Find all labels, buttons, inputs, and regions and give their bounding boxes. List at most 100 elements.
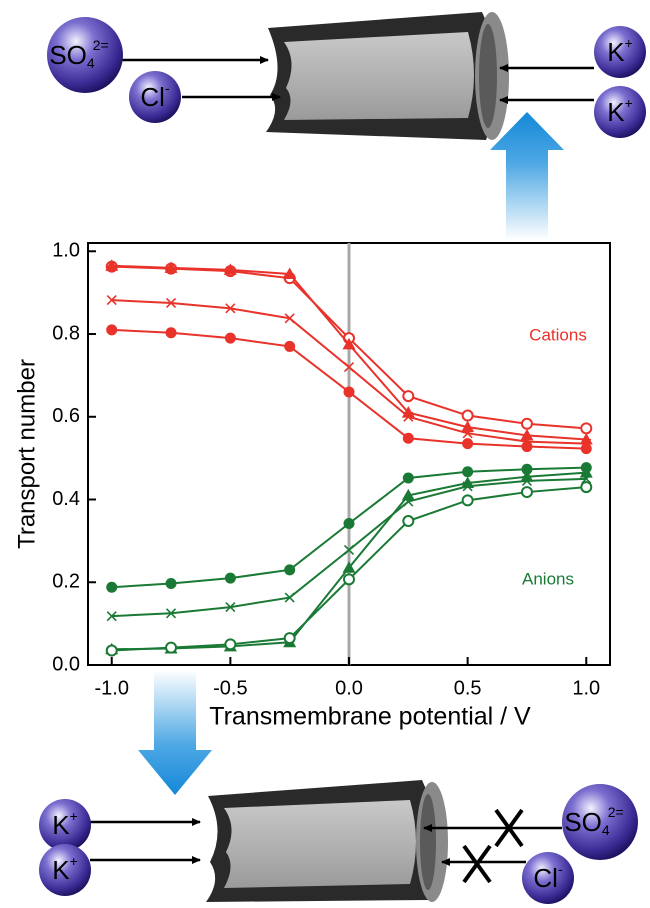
marker [461,476,475,488]
marker [283,267,297,280]
marker [165,297,177,309]
ion-sphere [39,799,91,851]
x-tick-label: -1.0 [94,677,128,699]
ion-sup: + [625,95,633,111]
ion-base: Cl [140,82,165,112]
marker [106,611,117,622]
marker [402,515,415,528]
ion-label: Cl- [533,861,563,893]
ion-label: K+ [607,35,633,67]
marker [165,608,177,619]
ion-label: SO4 2= [49,37,108,71]
y-tick-label: 0.4 [52,488,80,510]
ion-sub: 4 [602,822,610,838]
ion-sup: + [625,35,633,51]
marker [402,432,414,444]
marker [284,592,295,603]
ion-base: SO [564,807,602,837]
marker [579,433,593,445]
marker [165,327,177,339]
marker [580,422,593,435]
ion-sphere [594,86,646,138]
marker [342,337,356,350]
marker [106,324,118,336]
marker [462,438,474,450]
y-tick-label: 0.0 [52,653,80,675]
block-marks [462,808,524,884]
marker [165,577,177,589]
marker [284,313,295,324]
marker [520,417,533,430]
marker [401,488,415,501]
y-tick-label: 0.8 [52,322,80,344]
ion-label: K+ [52,853,78,885]
annotation: Cations [529,325,587,344]
marker [225,303,236,314]
bottom-channel [206,780,448,902]
ion-base: Cl [533,863,558,893]
marker [165,641,178,654]
annotation: Anions [522,569,574,588]
ion-sup: 2= [93,37,109,53]
x-tick-label: -0.5 [213,677,247,699]
marker [462,428,473,439]
marker [343,544,355,556]
marker [164,261,178,273]
top-arrows [122,56,594,104]
ion-base: K [607,37,625,67]
x-tick-label: 0.0 [335,677,363,699]
ion-sphere [39,844,91,896]
marker [106,581,118,593]
marker [225,602,236,613]
up-arrow [490,112,564,240]
marker [224,332,236,344]
marker [224,572,236,584]
ion-base: K [52,855,70,885]
ion-sup: - [558,861,563,877]
y-tick-label: 0.6 [52,405,80,427]
marker [461,494,474,507]
ion-base: K [607,97,625,127]
marker [224,638,237,651]
x-axis-label: Transmembrane potential / V [209,703,531,731]
ion-label: Cl- [140,80,170,112]
marker [284,564,296,576]
marker [283,632,296,645]
marker [223,263,237,275]
ion-label: K+ [607,95,633,127]
ion-base: SO [49,40,87,70]
ion-sup: + [70,808,78,824]
marker [461,409,474,422]
ion-label: SO4 2= [564,804,623,838]
ion-sub: 4 [87,55,95,71]
marker [580,443,592,455]
ion-sphere [562,784,638,860]
marker [521,441,533,453]
marker [342,561,356,573]
marker [343,362,355,373]
ion-label: K+ [52,808,78,840]
marker [106,295,117,306]
top-channel [266,12,509,140]
ion-sphere [594,26,646,78]
marker [343,386,355,398]
marker [105,644,118,657]
ion-sup: 2= [608,804,624,820]
marker [520,470,534,482]
marker [402,390,415,403]
y-tick-label: 1.0 [52,240,80,262]
x-tick-label: 1.0 [572,677,600,699]
marker [403,411,414,422]
marker [343,573,355,586]
bottom-arrows [90,818,562,866]
marker [343,518,355,530]
marker [462,466,474,478]
ion-sphere [522,852,574,904]
marker [521,463,533,475]
marker [402,472,414,484]
marker [579,466,593,478]
x-tick-label: 0.5 [454,677,482,699]
ion-sup: + [70,853,78,869]
